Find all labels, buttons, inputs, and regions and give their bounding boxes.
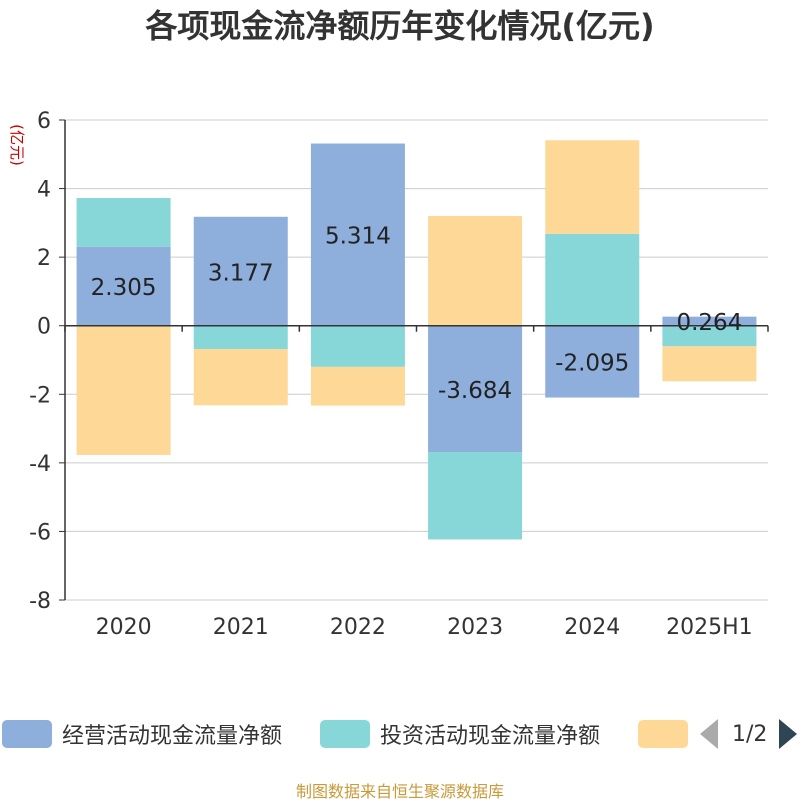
legend-swatch: [2, 720, 52, 748]
source-note: 制图数据来自恒生聚源数据库: [295, 782, 504, 801]
y-tick-label: -2: [29, 383, 51, 408]
x-tick-label: 2024: [564, 615, 620, 640]
y-tick-label: 4: [37, 178, 51, 203]
pager-next-arrow-icon[interactable]: [779, 719, 798, 749]
axes: -8 -6 -4 -2 0 2 4 6 2020 2021 2022 2023 2024 2025H1 (亿…: [8, 109, 769, 640]
bar-series1-2022: [310, 143, 405, 326]
chart-title: 各项现金流净额历年变化情况(亿元): [145, 7, 655, 45]
legend-item-series3[interactable]: [638, 716, 688, 752]
x-tick-label: 2021: [213, 615, 269, 640]
y-tick-label: 2: [37, 246, 51, 271]
legend-swatch: [320, 720, 370, 748]
pager-page-indicator: 1/2: [732, 721, 768, 747]
legend-pager: 1/2: [700, 716, 798, 752]
grid-lines: [65, 119, 768, 601]
x-tick-label: 2025H1: [666, 615, 753, 640]
bar-series2-2022: [310, 325, 405, 367]
x-tick-label: 2020: [96, 615, 152, 640]
data-label: -3.684: [438, 378, 512, 404]
bar-series1-2020: [76, 246, 171, 326]
data-label: 3.177: [208, 260, 274, 286]
data-labels: 2.305 3.177 5.314 -3.684 -2.095 0.264: [91, 224, 743, 404]
bar-series1-2023: [428, 325, 523, 453]
bar-series1-2024: [545, 325, 640, 398]
bar-series2-2021: [193, 325, 288, 350]
bar-series2-2024: [545, 233, 640, 326]
bar-series2-2020: [76, 198, 171, 247]
bar-series2-2023: [428, 452, 523, 540]
y-tick-label: 0: [37, 315, 51, 340]
y-axis-label: (亿元): [8, 124, 26, 166]
data-label: 0.264: [676, 310, 742, 336]
bars: [76, 140, 757, 540]
legend-item-series1[interactable]: 经营活动现金流量净额: [2, 716, 282, 752]
y-tick-label: -6: [29, 520, 51, 545]
bar-series3-2023: [428, 216, 523, 326]
data-label: 2.305: [91, 275, 157, 301]
y-tick-label: 6: [37, 109, 51, 134]
legend: 经营活动现金流量净额 投资活动现金流量净额: [0, 716, 800, 752]
bar-series3-2021: [193, 349, 288, 406]
data-label: -2.095: [555, 351, 629, 377]
y-tick-label: -8: [29, 589, 51, 614]
pager-prev-arrow-icon[interactable]: [700, 719, 718, 749]
bar-series3-2022: [310, 366, 405, 406]
x-tick-label: 2022: [330, 615, 386, 640]
legend-swatch: [638, 720, 688, 748]
chart-plot: -8 -6 -4 -2 0 2 4 6 2020 2021 2022 2023 2024 2025H1 (亿…: [8, 109, 769, 640]
data-label: 5.314: [325, 224, 391, 250]
bar-series3-2024: [545, 140, 640, 234]
bar-series1-2021: [193, 216, 288, 326]
bar-series1-2025H1: [662, 316, 757, 326]
bar-series3-2025H1: [662, 346, 757, 382]
bar-series3-2020: [76, 325, 171, 455]
legend-item-series2[interactable]: 投资活动现金流量净额: [320, 716, 600, 752]
legend-label: 投资活动现金流量净额: [380, 724, 601, 749]
x-tick-label: 2023: [447, 615, 503, 640]
y-tick-label: -4: [29, 452, 51, 477]
legend-label: 经营活动现金流量净额: [62, 724, 283, 749]
bar-series2-2025H1: [662, 325, 757, 347]
